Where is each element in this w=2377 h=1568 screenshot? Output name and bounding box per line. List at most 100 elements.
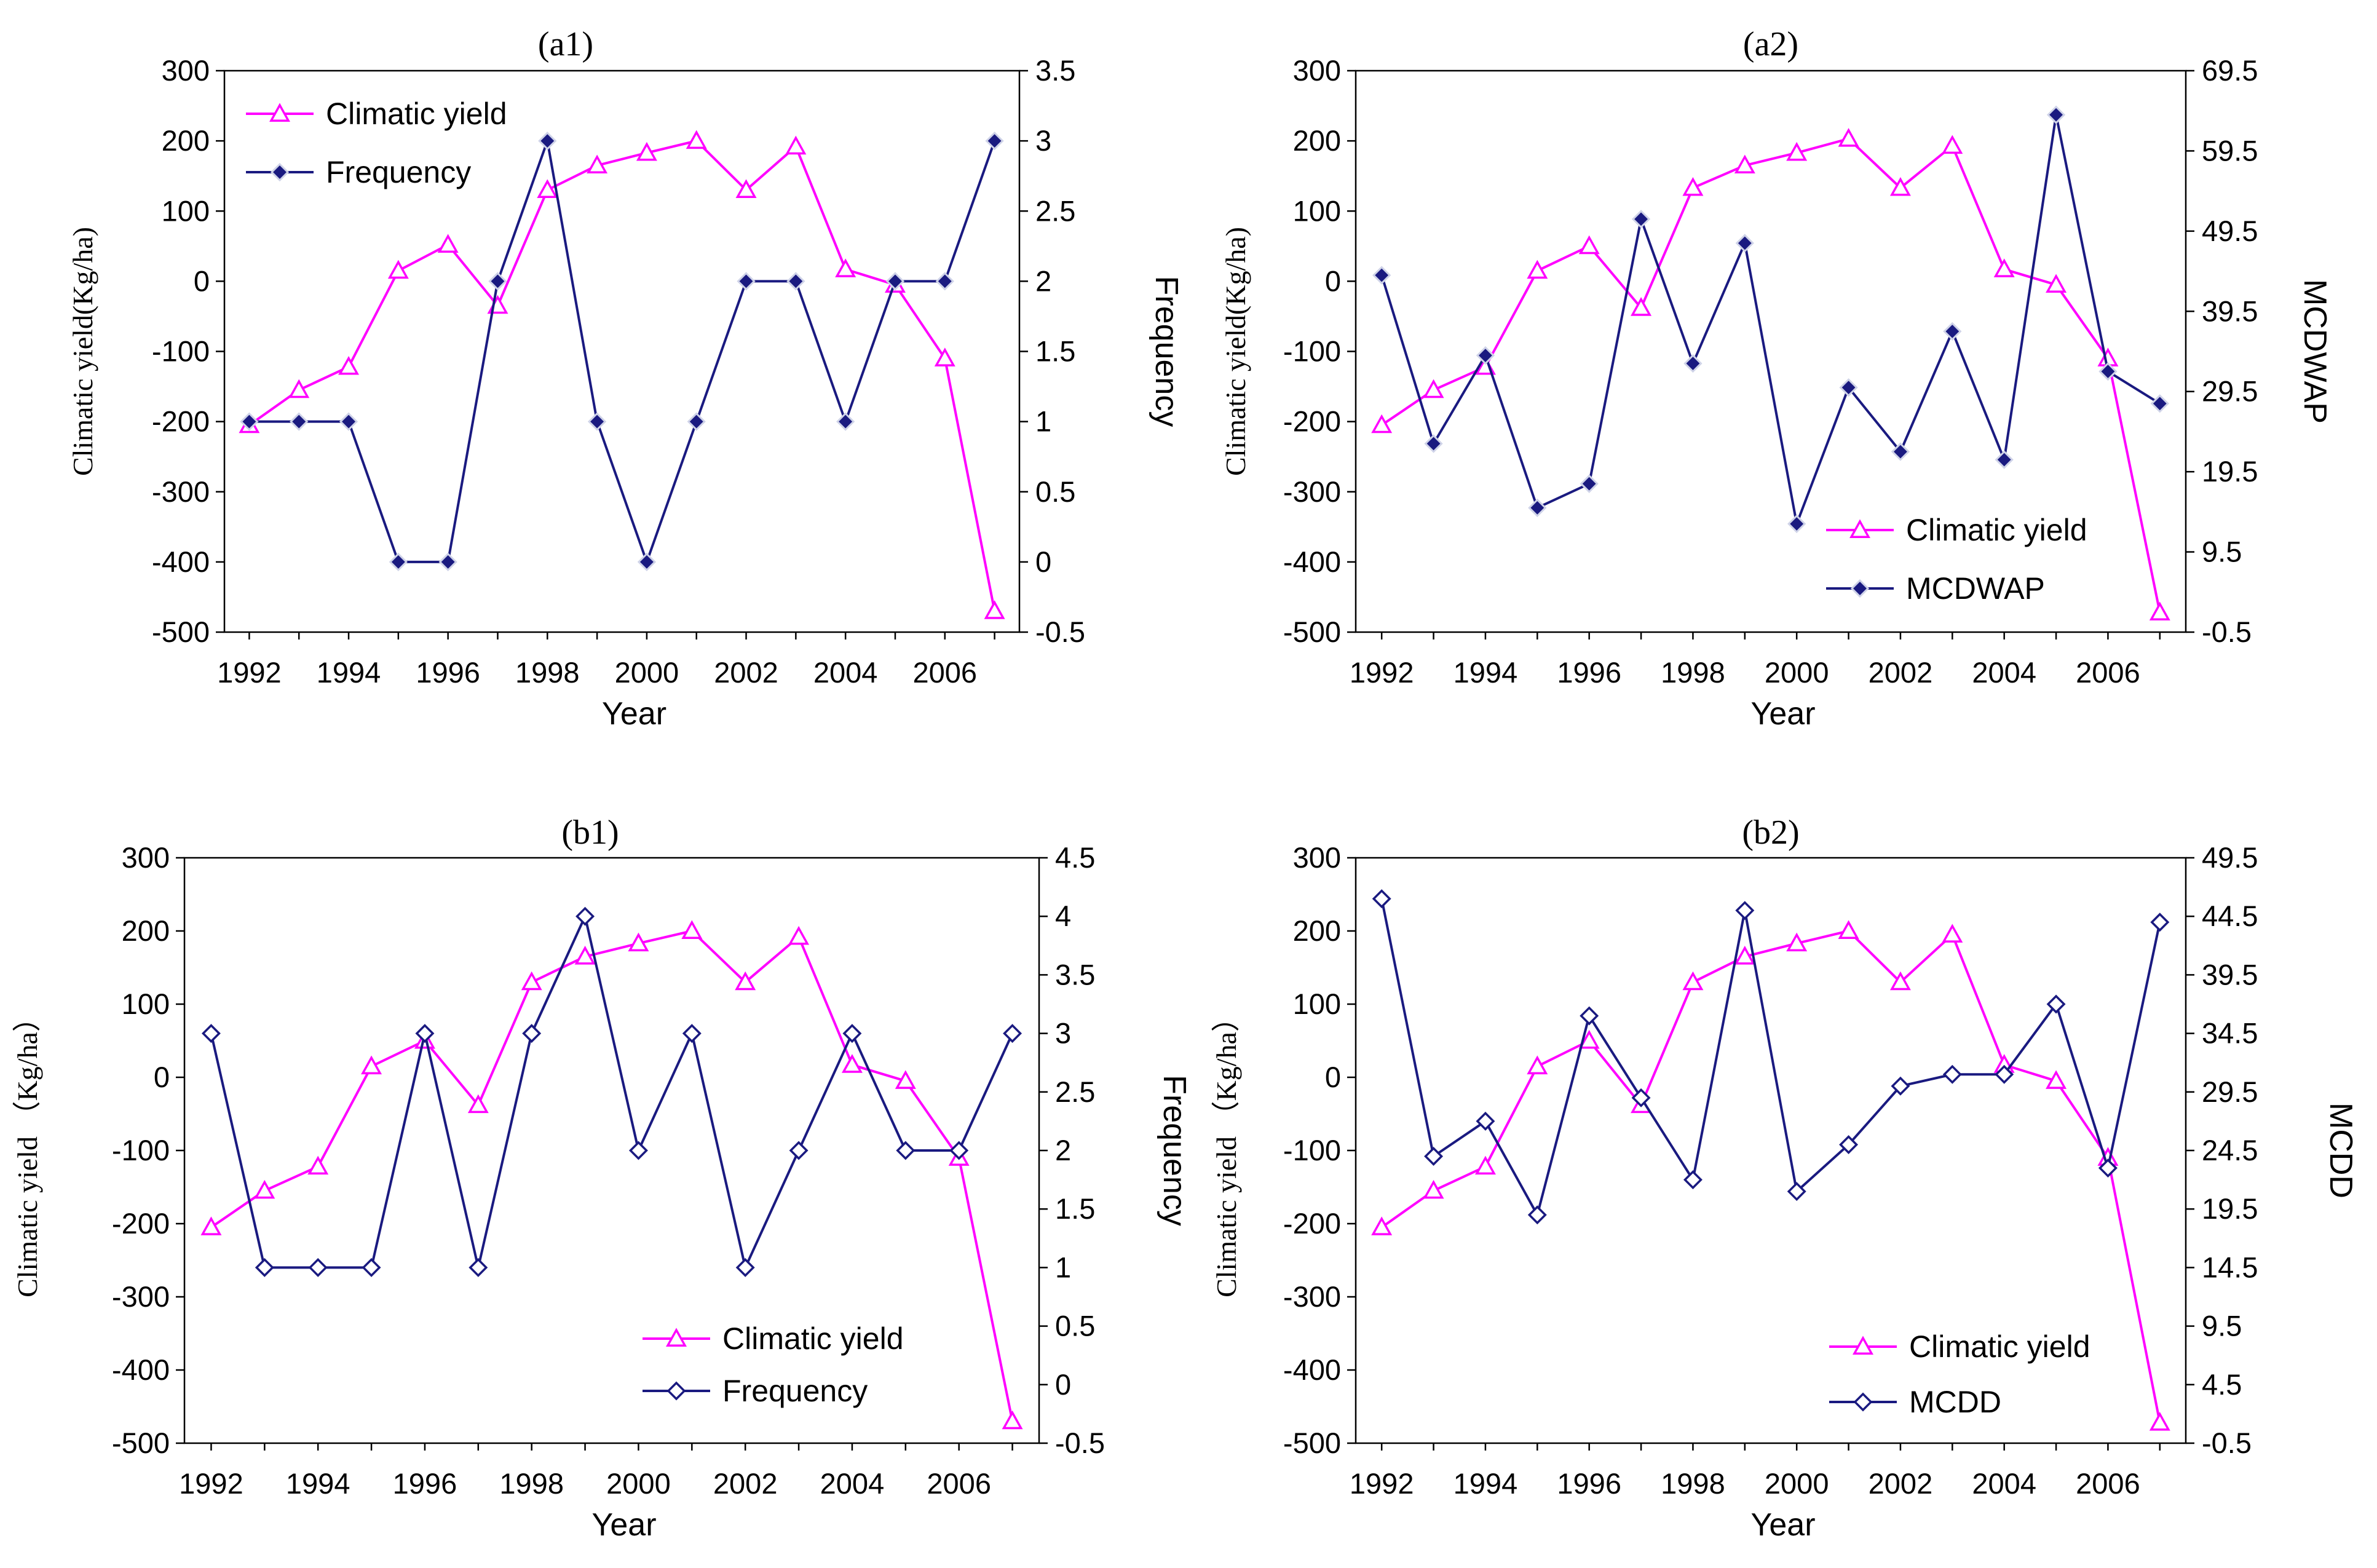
y2-tick-label: 34.5 [2202, 1017, 2258, 1050]
legend-label: Frequency [722, 1374, 868, 1408]
y-tick-label: -500 [1283, 1427, 1341, 1459]
y-tick-label: 100 [1293, 194, 1341, 227]
data-point [308, 1257, 328, 1277]
y-tick-label: 0 [154, 1061, 170, 1093]
data-point [985, 132, 1004, 151]
y-tick-label: 100 [1293, 988, 1341, 1020]
chart-title: (a1) [538, 25, 593, 63]
data-point [338, 356, 360, 375]
data-point [587, 154, 608, 174]
data-point [2046, 1070, 2067, 1089]
legend-marker [1853, 1392, 1873, 1412]
data-point [895, 1070, 916, 1089]
data-point [1682, 971, 1704, 991]
x-tick-label: 2006 [927, 1467, 991, 1500]
y2-axis-title: MCDD [2323, 1103, 2359, 1198]
y2-axis-title: MCDWAP [2297, 279, 2333, 424]
data-point [841, 1054, 863, 1073]
y-tick-label: -500 [152, 616, 210, 648]
series-frequency [240, 132, 1004, 571]
x-tick-label: 1996 [393, 1467, 457, 1500]
y-tick-label: -300 [152, 475, 210, 508]
legend: Climatic yield Frequency [643, 1321, 904, 1408]
y2-tick-label: 0.5 [1055, 1310, 1095, 1342]
y2-tick-label: 19.5 [2202, 455, 2258, 488]
series-line [1381, 137, 2161, 613]
series-line [1380, 113, 2161, 525]
data-point [575, 906, 595, 926]
y2-tick-label: 49.5 [2202, 841, 2258, 874]
data-point [735, 1257, 755, 1277]
y2-tick-label: 0.5 [1035, 475, 1075, 508]
x-tick-label: 2004 [1972, 656, 2036, 689]
y-tick-label: 100 [122, 988, 170, 1020]
chart-title: (b1) [561, 814, 619, 852]
data-point [1578, 235, 1600, 255]
y2-tick-label: 0 [1035, 545, 1051, 578]
data-point [1527, 1055, 1548, 1075]
legend-marker [270, 162, 290, 182]
data-point [415, 1024, 435, 1043]
data-point [1476, 1111, 1495, 1131]
x-tick-label: 1996 [1557, 1467, 1621, 1500]
x-tick-label: 1994 [317, 656, 381, 689]
data-point [437, 234, 459, 253]
y2-tick-label: 3 [1035, 124, 1051, 157]
y-tick-label: -300 [112, 1280, 170, 1313]
data-point [467, 1094, 489, 1114]
data-point [789, 1141, 809, 1160]
data-point [240, 412, 259, 431]
y-tick-label: -400 [152, 545, 210, 578]
y2-tick-label: 3.5 [1055, 958, 1095, 991]
data-point [361, 1055, 382, 1075]
data-point [835, 258, 856, 277]
data-point [1889, 971, 1911, 991]
data-point [1995, 1064, 2014, 1084]
y2-tick-label: 24.5 [2202, 1134, 2258, 1166]
data-point [1371, 1216, 1393, 1235]
y2-tick-label: 39.5 [2202, 295, 2258, 327]
data-point [1889, 176, 1911, 196]
data-point [1002, 1410, 1023, 1430]
data-point [521, 971, 542, 991]
x-tick-label: 1996 [416, 656, 480, 689]
y-tick-label: 0 [1325, 1061, 1341, 1093]
x-axis-title: Year [591, 1507, 656, 1543]
data-point [1839, 378, 1858, 397]
y2-tick-label: 2 [1035, 264, 1051, 297]
data-point [288, 379, 310, 398]
y-axis-title: Climatic yield(Kg/ha) [1220, 227, 1251, 476]
y-tick-label: 0 [1325, 264, 1341, 297]
y-tick-label: 200 [162, 124, 210, 157]
data-point [2098, 1158, 2118, 1178]
data-point [389, 552, 408, 571]
data-point [836, 412, 855, 431]
data-point [522, 1024, 542, 1043]
y2-tick-label: 69.5 [2202, 54, 2258, 87]
data-point [1527, 1205, 1547, 1225]
y2-tick-label: 1.5 [1055, 1192, 1095, 1225]
legend-label: Climatic yield [1906, 513, 2087, 547]
data-point [885, 272, 905, 291]
chart-title: (a2) [1743, 25, 1798, 63]
series-mcdd [1372, 889, 2170, 1225]
series-line [1381, 930, 2161, 1423]
chart-b1: (b1) 300 200 100 0 -100 -200 -300 -400 -500 4.5 4 3.… [12, 814, 1192, 1543]
data-point [438, 552, 457, 571]
data-point [1423, 379, 1444, 398]
legend: Climatic yield MCDWAP [1826, 513, 2087, 606]
data-point [1786, 932, 1808, 952]
data-point [1943, 322, 1962, 341]
data-point [1631, 210, 1651, 229]
y-tick-label: 300 [1293, 54, 1341, 87]
data-point [2150, 394, 2169, 413]
y-tick-label: -400 [1283, 545, 1341, 578]
y2-tick-label: 14.5 [2202, 1251, 2258, 1283]
data-point [1787, 1182, 1806, 1202]
data-point [1839, 1135, 1859, 1154]
data-point [1631, 297, 1652, 316]
data-point [1424, 1147, 1444, 1166]
y-tick-label: -400 [1283, 1353, 1341, 1386]
y2-tick-label: 0 [1055, 1368, 1071, 1401]
